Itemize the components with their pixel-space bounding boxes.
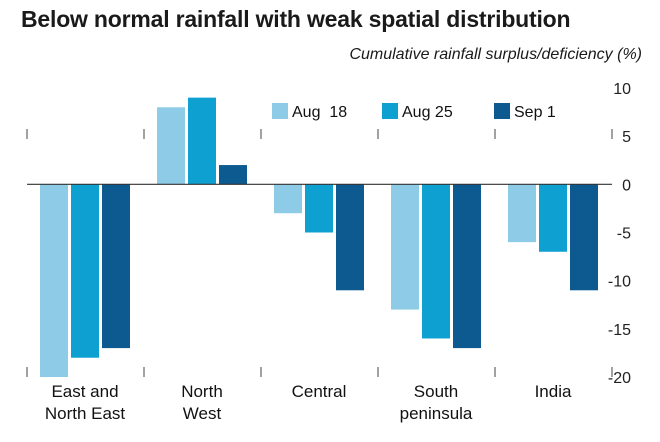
legend-label: Sep 1	[514, 104, 556, 121]
y-tick-label: -15	[608, 322, 631, 339]
bar-4-2	[570, 184, 598, 291]
bar-0-1	[71, 184, 99, 358]
legend-swatch	[272, 103, 288, 119]
bar-1-0	[157, 107, 185, 185]
bar-0-2	[102, 184, 130, 349]
category-label: India	[535, 382, 572, 401]
legend-swatch	[494, 103, 510, 119]
bar-3-0	[391, 184, 419, 310]
bars-layer	[40, 97, 598, 377]
y-tick-label: 10	[613, 81, 631, 98]
bar-2-0	[274, 184, 302, 214]
chart-title: Below normal rainfall with weak spatial …	[21, 6, 571, 32]
category-label: East and	[51, 382, 118, 401]
category-label: peninsula	[400, 404, 473, 423]
legend-label: Aug 25	[402, 104, 453, 121]
legend-swatch	[382, 103, 398, 119]
y-tick-label: -10	[608, 274, 631, 291]
y-tick-label: -5	[617, 226, 631, 243]
bar-4-0	[508, 184, 536, 243]
y-tick-label: 0	[622, 177, 631, 194]
legend-label: Aug 18	[292, 104, 347, 121]
category-label: Central	[292, 382, 347, 401]
bar-0-0	[40, 184, 68, 377]
y-tick-label: -20	[608, 370, 631, 387]
category-label: West	[183, 404, 222, 423]
category-label: South	[414, 382, 458, 401]
bar-4-1	[539, 184, 567, 252]
chart-subtitle: Cumulative rainfall surplus/deficiency (…	[349, 46, 642, 63]
bar-1-1	[188, 97, 216, 185]
bar-2-2	[336, 184, 364, 291]
bar-2-1	[305, 184, 333, 233]
category-label: North	[181, 382, 223, 401]
y-tick-label: 5	[622, 129, 631, 146]
bar-1-2	[219, 165, 247, 185]
axes-layer: 10 5 0 -5 -10 -15 -20 East and North East North We…	[26, 81, 631, 423]
category-label: North East	[45, 404, 126, 423]
legend: Aug 18 Aug 25 Sep 1	[272, 103, 556, 121]
bar-3-2	[453, 184, 481, 349]
bar-3-1	[422, 184, 450, 339]
